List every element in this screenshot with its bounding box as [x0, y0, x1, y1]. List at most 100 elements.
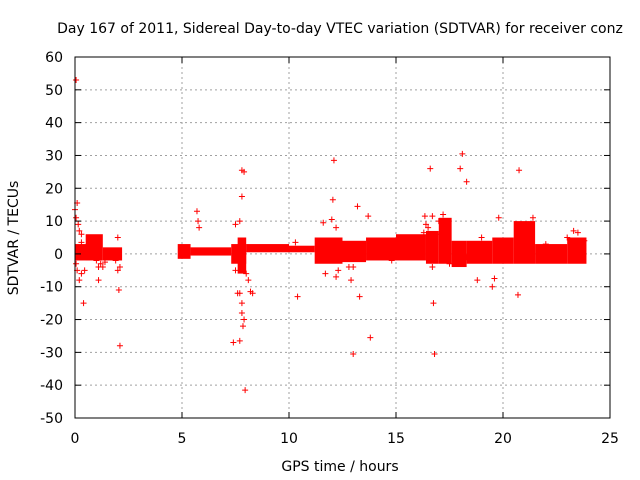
data-point: [354, 203, 361, 210]
y-tick-label: -30: [40, 345, 63, 361]
y-tick-label: 60: [45, 50, 63, 66]
data-point: [322, 270, 329, 277]
data-point: [238, 193, 245, 200]
data-point: [183, 252, 190, 259]
data-point: [356, 293, 363, 300]
data-point: [93, 257, 100, 264]
data-point: [440, 211, 447, 218]
data-point: [236, 218, 243, 225]
data-point: [421, 213, 428, 220]
data-point: [553, 247, 560, 254]
data-point: [245, 277, 252, 284]
data-point: [80, 300, 87, 307]
data-point: [97, 260, 104, 267]
data-point: [232, 267, 239, 274]
data-point: [114, 267, 121, 274]
data-point: [431, 351, 438, 358]
data-point: [78, 231, 85, 238]
dense-scatter-bands: [75, 217, 587, 274]
data-point: [193, 208, 200, 215]
data-point: [422, 221, 429, 228]
dense-band: [177, 244, 191, 259]
dense-band: [567, 237, 587, 264]
data-point: [330, 157, 337, 164]
data-point: [78, 270, 85, 277]
data-point: [444, 224, 451, 231]
data-point: [399, 234, 406, 241]
data-point: [478, 234, 485, 241]
data-point: [179, 244, 185, 251]
data-point: [292, 239, 299, 246]
data-point: [433, 231, 440, 238]
data-point: [350, 351, 357, 358]
dense-band: [237, 237, 247, 274]
data-point: [457, 165, 464, 172]
data-point: [73, 260, 80, 267]
dense-band: [246, 244, 289, 253]
x-tick-label: 10: [280, 431, 298, 447]
data-point: [457, 259, 464, 266]
data-point: [350, 264, 357, 271]
data-point: [320, 219, 327, 226]
dense-band: [492, 237, 514, 264]
data-point: [99, 264, 106, 271]
data-point: [242, 387, 249, 394]
data-point: [430, 300, 437, 307]
dense-band: [513, 221, 536, 264]
data-point: [489, 283, 496, 290]
data-point: [335, 267, 342, 274]
data-point: [230, 339, 237, 346]
y-tick-label: 20: [45, 181, 63, 197]
data-point: [459, 150, 466, 157]
data-point: [514, 291, 521, 298]
data-point: [232, 221, 239, 228]
data-point: [249, 290, 256, 297]
data-point: [570, 227, 577, 234]
data-point: [241, 168, 248, 175]
data-point: [241, 316, 248, 323]
data-point: [195, 218, 202, 225]
data-point: [446, 260, 453, 267]
dense-band: [425, 230, 439, 264]
data-point: [463, 254, 470, 261]
data-point: [497, 241, 504, 248]
data-point: [324, 242, 331, 249]
data-point: [76, 227, 83, 234]
y-tick-label: 30: [45, 148, 63, 164]
data-point: [519, 227, 526, 234]
data-point: [73, 214, 80, 221]
data-point: [75, 221, 82, 228]
data-point: [238, 300, 245, 307]
y-tick-label: 10: [45, 214, 63, 230]
data-point: [427, 165, 434, 172]
data-point: [243, 270, 250, 277]
data-point: [495, 214, 502, 221]
data-point: [516, 167, 523, 174]
data-point: [348, 277, 355, 284]
dense-band: [466, 240, 493, 264]
x-axis-label: GPS time / hours: [281, 459, 398, 475]
y-tick-label: 0: [54, 247, 63, 263]
data-point: [116, 342, 123, 349]
chart-title: Day 167 of 2011, Sidereal Day-to-day VTE…: [57, 21, 623, 37]
data-point: [112, 257, 119, 264]
data-point: [114, 234, 121, 241]
y-tick-label: -10: [40, 280, 63, 296]
data-point: [564, 234, 571, 241]
data-point: [76, 277, 83, 284]
data-point: [333, 242, 340, 249]
data-point: [378, 244, 385, 251]
data-point: [542, 241, 549, 248]
dense-band: [342, 240, 367, 263]
x-tick-label: 0: [71, 431, 80, 447]
dense-band: [451, 240, 467, 268]
data-point: [429, 213, 436, 220]
x-tick-label: 20: [494, 431, 512, 447]
data-point: [420, 229, 427, 236]
y-axis-label: SDTVAR / TECUs: [6, 181, 22, 296]
dense-band: [102, 247, 123, 261]
data-point: [329, 196, 336, 203]
x-tick-label: 25: [601, 431, 619, 447]
data-point: [529, 214, 536, 221]
dense-band: [396, 234, 426, 261]
